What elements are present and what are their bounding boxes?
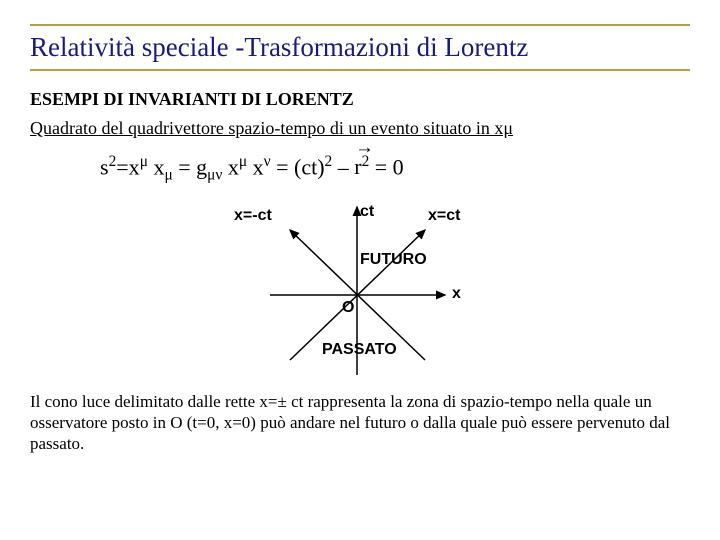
eq-x1: =x — [116, 154, 139, 179]
eq-r: r — [354, 154, 361, 179]
label-x-axis: x — [452, 285, 461, 303]
eq-zero: = 0 — [369, 154, 403, 179]
invariant-equation: s2=xμ xμ = gμν xμ xν = (ct)2 – r2 = 0 — [100, 153, 690, 185]
examples-heading: ESEMPI DI INVARIANTI DI LORENTZ — [30, 89, 690, 110]
label-futuro: FUTURO — [360, 251, 427, 269]
eq-x4: x — [247, 154, 264, 179]
eq-x3: x — [222, 154, 239, 179]
light-cone-diagram: x=-ct ct x=ct FUTURO x O PASSATO — [230, 185, 490, 385]
label-origin: O — [342, 299, 354, 317]
label-x-neg-ct: x=-ct — [234, 207, 272, 225]
label-x-eq-ct: x=ct — [428, 207, 460, 225]
eq-g: = g — [173, 154, 207, 179]
slide-title: Relatività speciale -Trasformazioni di L… — [30, 24, 690, 71]
label-ct: ct — [360, 203, 374, 221]
eq-s: s — [100, 154, 109, 179]
eq-x2: x — [148, 154, 165, 179]
explanation-text: Il cono luce delimitato dalle rette x=± … — [30, 391, 690, 455]
eq-minus: – — [332, 154, 354, 179]
label-passato: PASSATO — [322, 341, 397, 359]
eq-ct: = (ct) — [271, 154, 325, 179]
